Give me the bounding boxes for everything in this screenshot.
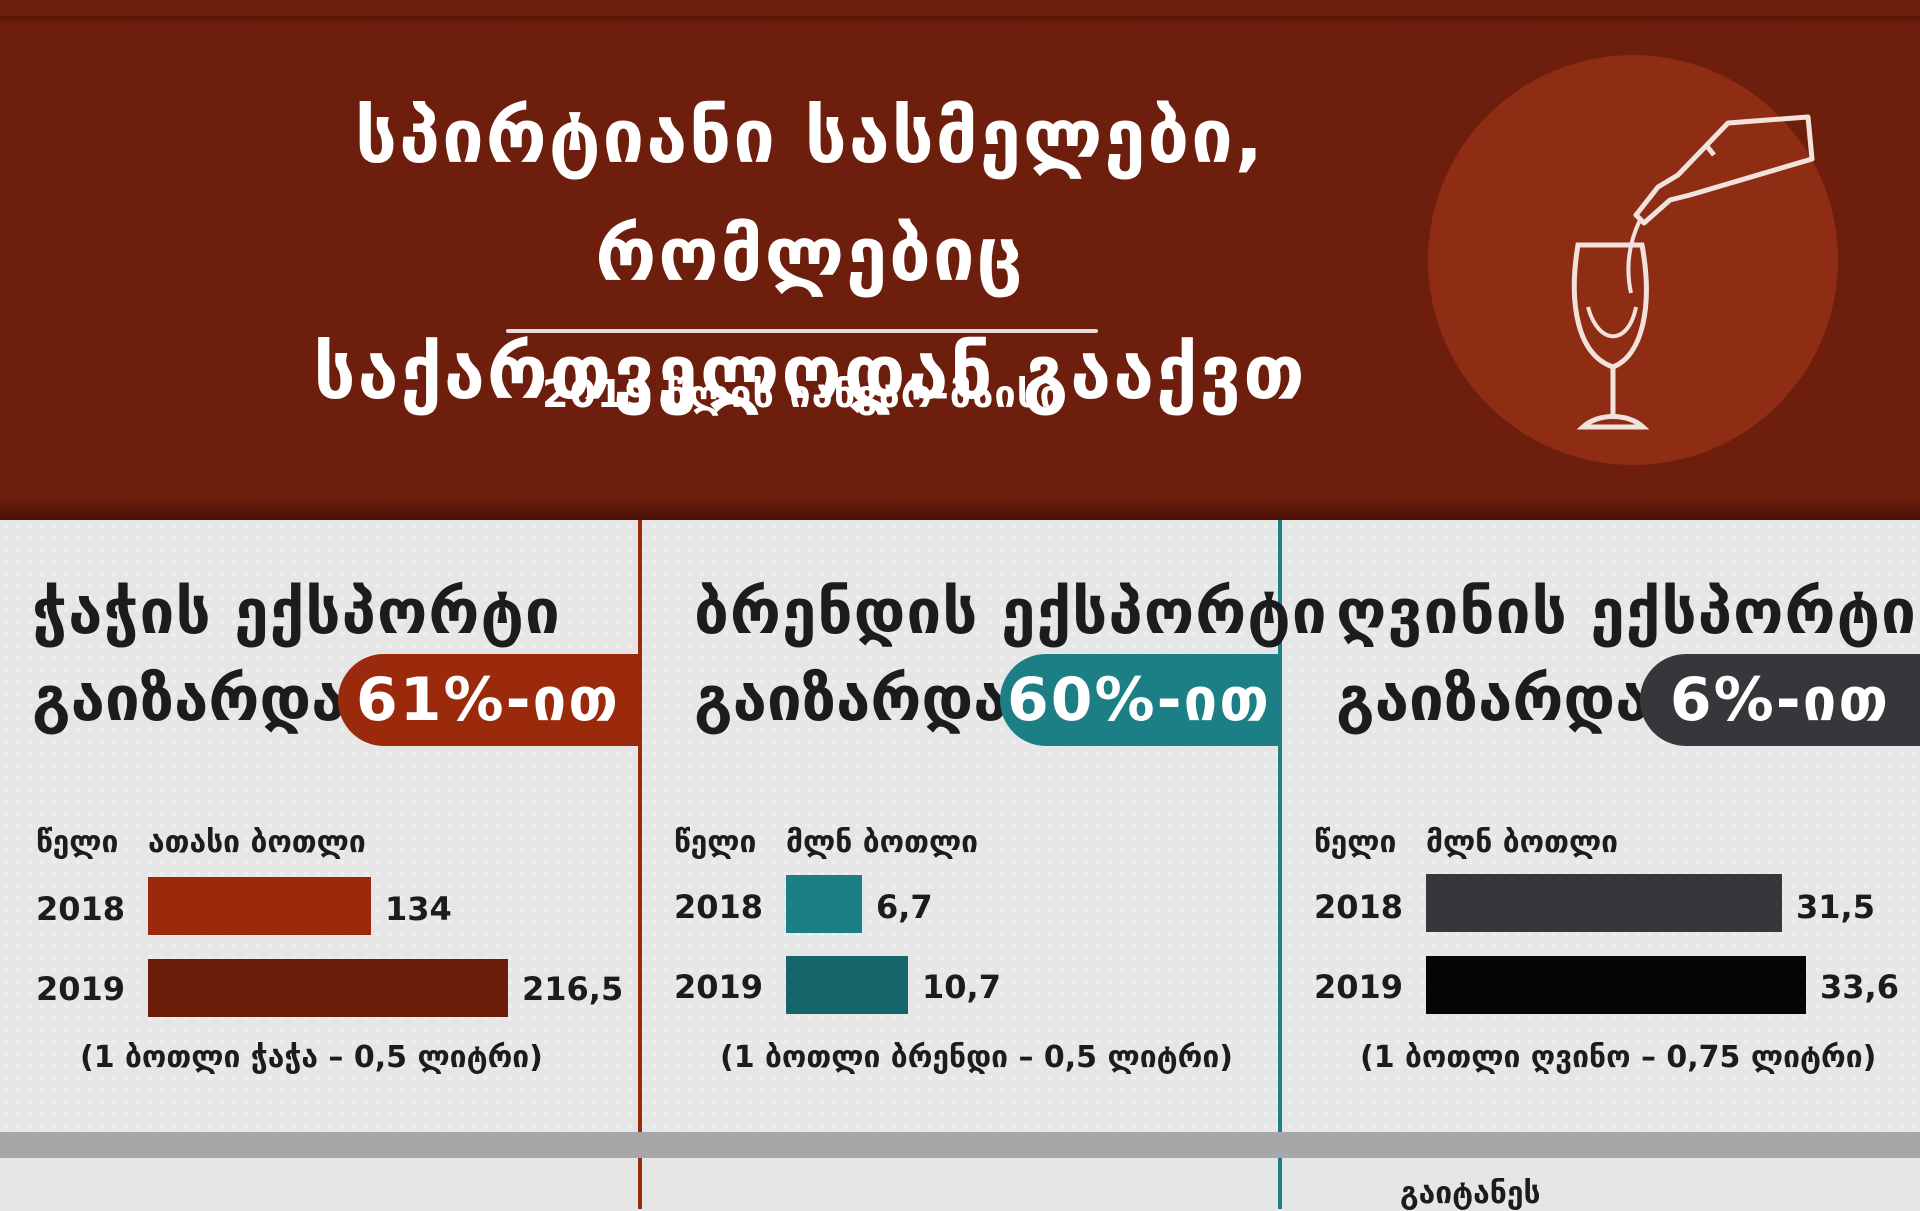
footer-band	[0, 1132, 1920, 1158]
column-header-unit: ათასი ბოთლი	[148, 825, 366, 860]
growth-badge: 61%-ით	[338, 654, 638, 746]
page-subtitle: 2019 წლის იანვარ-მაისი	[542, 372, 1062, 416]
bar-value-2019: 10,7	[922, 968, 1001, 1006]
panel-divider	[638, 520, 642, 1209]
bar-value-2019: 33,6	[1820, 968, 1899, 1006]
bar-value-2018: 134	[385, 890, 452, 928]
header-bottom-shade	[0, 496, 1920, 520]
growth-badge: 6%-ით	[1640, 654, 1920, 746]
year-label-2019: 2019	[36, 970, 126, 1008]
year-label-2019: 2019	[1314, 968, 1404, 1006]
panel-divider	[1278, 520, 1282, 1209]
panel-heading: ბრენდის ექსპორტი	[694, 575, 1328, 648]
wine-panel: ღვინის ექსპორტი გაიზარდა 6%-ით წელი მლნ …	[1282, 520, 1920, 1130]
next-section-heading: გაიტანეს	[1400, 1176, 1541, 1211]
year-label-2018: 2018	[36, 890, 126, 928]
bottle-note: (1 ბოთლი ღვინო – 0,75 ლიტრი)	[1360, 1040, 1877, 1075]
wine-pour-icon	[1428, 55, 1838, 465]
chacha-panel: ჭაჭის ექსპორტი გაიზარდა 61%-ით წელი ათას…	[0, 520, 638, 1130]
panel-heading: ღვინის ექსპორტი	[1336, 575, 1917, 648]
title-line-2: საქართველოდან გააქვთ	[313, 330, 1307, 416]
year-label-2019: 2019	[674, 968, 764, 1006]
panel-verb: გაიზარდა	[32, 662, 346, 735]
panel-heading: ჭაჭის ექსპორტი	[32, 575, 561, 648]
bar-2019	[148, 959, 508, 1017]
header-top-stripe	[0, 16, 1920, 24]
panel-verb: გაიზარდა	[694, 662, 1008, 735]
growth-badge: 60%-ით	[1000, 654, 1278, 746]
page-title: სპირტიანი სასმელები, რომლებიც საქართველო…	[170, 78, 1450, 432]
bar-2018	[148, 877, 371, 935]
bar-2018	[786, 875, 862, 933]
bar-value-2018: 6,7	[876, 888, 933, 926]
year-label-2018: 2018	[674, 888, 764, 926]
title-line-1: სპირტიანი სასმელები, რომლებიც	[355, 94, 1265, 298]
bottle-note: (1 ბოთლი ჭაჭა – 0,5 ლიტრი)	[80, 1040, 543, 1075]
bar-value-2019: 216,5	[522, 970, 624, 1008]
column-header-year: წელი	[1314, 825, 1397, 860]
header-banner: სპირტიანი სასმელები, რომლებიც საქართველო…	[0, 0, 1920, 520]
bar-2019	[1426, 956, 1806, 1014]
year-label-2018: 2018	[1314, 888, 1404, 926]
world-map-background	[0, 520, 1920, 1130]
column-header-unit: მლნ ბოთლი	[1426, 825, 1619, 860]
column-header-unit: მლნ ბოთლი	[786, 825, 979, 860]
bar-2018	[1426, 874, 1782, 932]
bar-2019	[786, 956, 908, 1014]
bottle-note: (1 ბოთლი ბრენდი – 0,5 ლიტრი)	[720, 1040, 1233, 1075]
bar-value-2018: 31,5	[1796, 888, 1875, 926]
title-divider	[506, 329, 1098, 333]
stats-panels: ჭაჭის ექსპორტი გაიზარდა 61%-ით წელი ათას…	[0, 520, 1920, 1209]
column-header-year: წელი	[36, 825, 119, 860]
column-header-year: წელი	[674, 825, 757, 860]
brandy-panel: ბრენდის ექსპორტი გაიზარდა 60%-ით წელი მლ…	[642, 520, 1327, 1130]
panel-verb: გაიზარდა	[1336, 662, 1650, 735]
